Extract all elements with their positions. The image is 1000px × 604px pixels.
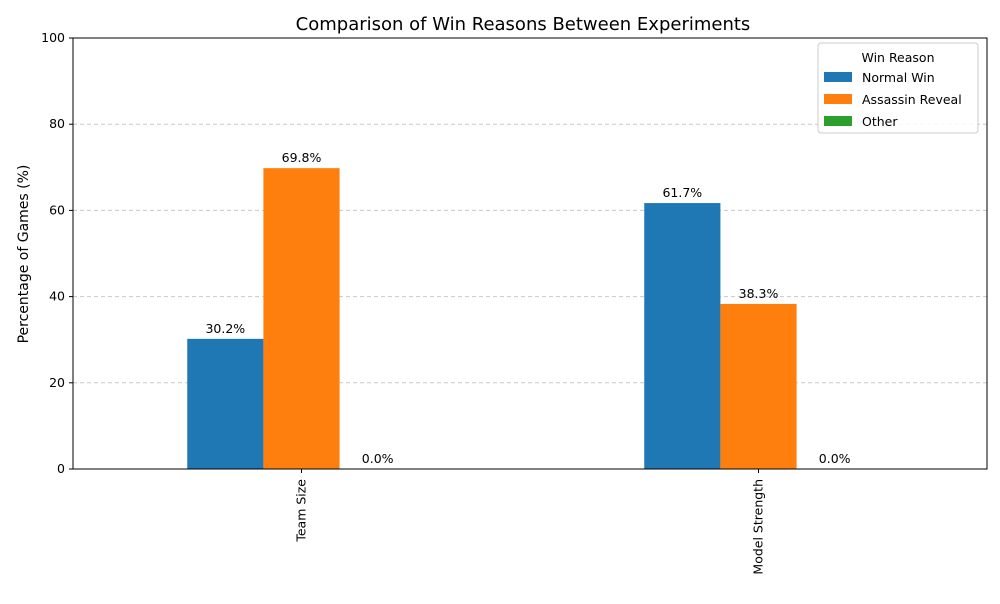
legend-label: Normal Win (862, 70, 935, 85)
data-label: 69.8% (282, 150, 322, 165)
legend-title: Win Reason (861, 50, 934, 65)
legend-swatch (824, 72, 852, 82)
y-tick-label: 80 (49, 116, 65, 131)
gridlines (73, 123, 987, 384)
x-tick-label: Team Size (294, 479, 309, 543)
axes: 0 20 40 60 80 100 Team Size Model Strength (41, 30, 988, 575)
data-label: 30.2% (205, 321, 245, 336)
legend-swatch (824, 116, 852, 126)
legend-label: Other (862, 114, 898, 129)
y-tick-label: 40 (49, 289, 65, 304)
data-label: 0.0% (819, 451, 851, 466)
data-label: 38.3% (739, 286, 779, 301)
legend: Win Reason Normal Win Assassin Reveal Othe… (817, 42, 979, 134)
legend-items: Normal Win Assassin Reveal Other (824, 70, 962, 129)
y-tick-label: 20 (49, 375, 65, 390)
bar (187, 338, 264, 469)
legend-box (817, 42, 979, 134)
y-tick-label: 60 (49, 202, 65, 217)
data-labels: 30.2% 69.8% 0.0% 61.7% 38.3% 0.0% (205, 150, 850, 466)
bars (187, 168, 797, 470)
y-axis-label: Percentage of Games (%) (16, 165, 32, 344)
bar (644, 203, 721, 469)
chart-title: Comparison of Win Reasons Between Experi… (296, 14, 751, 35)
legend-swatch (824, 94, 852, 104)
plot-frame (72, 37, 988, 470)
bar (720, 303, 797, 469)
x-tick-label: Model Strength (751, 479, 766, 575)
data-label: 0.0% (362, 451, 394, 466)
bar (263, 168, 340, 470)
y-tick-label: 0 (57, 461, 65, 476)
legend-label: Assassin Reveal (862, 92, 962, 107)
y-tick-label: 100 (41, 30, 65, 45)
data-label: 61.7% (662, 185, 702, 200)
